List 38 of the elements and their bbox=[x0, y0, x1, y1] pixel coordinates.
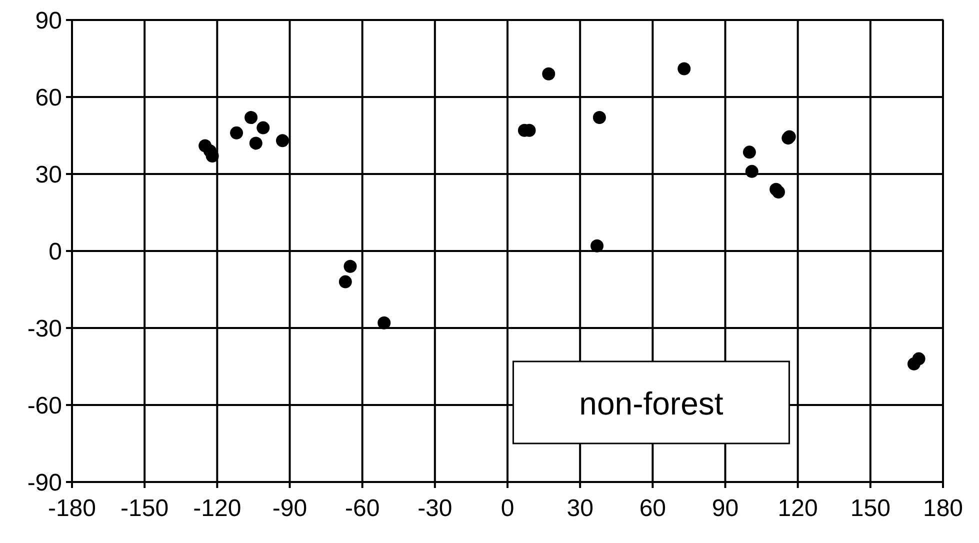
point bbox=[344, 260, 357, 273]
x-tick-label: 150 bbox=[850, 495, 890, 522]
x-tick-label: -60 bbox=[344, 495, 380, 522]
y-tick-label: 90 bbox=[35, 7, 62, 34]
point bbox=[338, 275, 352, 288]
x-tick-label: 60 bbox=[639, 495, 666, 522]
x-tick-label: 180 bbox=[922, 495, 964, 522]
point bbox=[256, 121, 270, 134]
point bbox=[230, 126, 244, 140]
y-tick-label: -90 bbox=[27, 469, 62, 496]
y-tick-label: 0 bbox=[48, 238, 62, 266]
point bbox=[772, 185, 785, 198]
x-tick-label: -150 bbox=[120, 495, 169, 522]
point bbox=[912, 352, 926, 366]
point bbox=[678, 62, 691, 76]
x-tick-label: 30 bbox=[566, 495, 594, 522]
y-tick-label: 60 bbox=[35, 84, 62, 112]
y-tick-label: -30 bbox=[27, 315, 62, 342]
point bbox=[742, 146, 756, 159]
point bbox=[276, 134, 289, 148]
y-tick-label: -60 bbox=[27, 392, 62, 420]
point bbox=[745, 164, 758, 178]
point bbox=[244, 111, 258, 124]
x-tick-label: -180 bbox=[48, 495, 96, 522]
point bbox=[206, 150, 219, 163]
point bbox=[378, 316, 391, 330]
x-tick-label: -120 bbox=[193, 495, 242, 522]
point bbox=[590, 239, 604, 252]
x-tick-label: 120 bbox=[778, 495, 818, 522]
x-tick-label: -30 bbox=[418, 495, 452, 522]
x-tick-label: 0 bbox=[500, 495, 514, 522]
point bbox=[249, 136, 262, 150]
x-tick-label: 90 bbox=[712, 495, 739, 522]
y-tick-label: 30 bbox=[35, 161, 62, 188]
x-tick-label: -90 bbox=[272, 495, 308, 522]
point bbox=[592, 111, 606, 124]
point bbox=[542, 67, 556, 80]
annotation: non-forest bbox=[579, 386, 724, 422]
